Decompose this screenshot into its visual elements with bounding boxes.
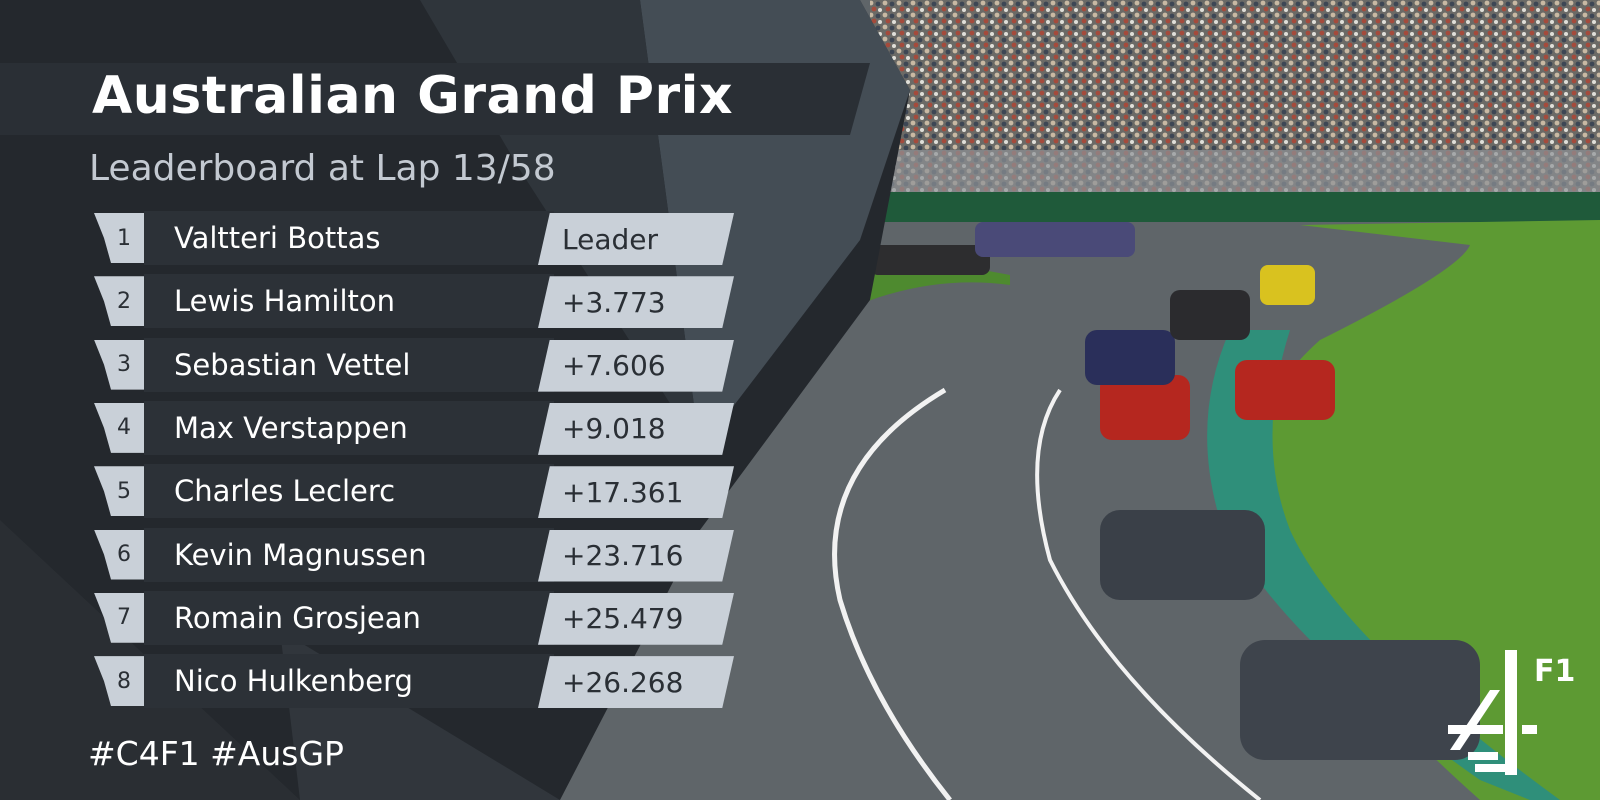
gap: +9.018 [538, 402, 734, 455]
gap: +3.773 [538, 276, 734, 329]
fence [870, 150, 1600, 195]
track-line [832, 387, 952, 800]
gap: +17.361 [538, 466, 734, 519]
leaderboard-row: 1 Valtteri Bottas Leader [94, 211, 734, 265]
driver-name: Nico Hulkenberg [144, 654, 554, 709]
position: 8 [94, 656, 144, 707]
leaderboard-row: 4 Max Verstappen +9.018 [94, 400, 734, 455]
position: 5 [94, 466, 144, 517]
gap: Leader [538, 213, 734, 265]
driver-name: Lewis Hamilton [144, 274, 554, 329]
hashtag: #C4F1 #AusGP [88, 734, 344, 773]
gap: +7.606 [538, 339, 734, 392]
cars [870, 222, 1480, 760]
gap: +26.268 [538, 656, 734, 709]
leaderboard-row: 8 Nico Hulkenberg +26.268 [94, 654, 734, 709]
driver-name: Max Verstappen [144, 400, 554, 455]
leaderboard-row: 5 Charles Leclerc +17.361 [94, 464, 734, 519]
position: 1 [94, 213, 144, 263]
barrier [860, 192, 1600, 222]
subtitle: Leaderboard at Lap 13/58 [89, 148, 556, 189]
logo-label: F1 [1534, 654, 1576, 689]
leaderboard-row: 6 Kevin Magnussen +23.716 [94, 527, 734, 582]
leaderboard-row: 3 Sebastian Vettel +7.606 [94, 337, 734, 392]
position: 3 [94, 339, 144, 390]
leaderboard-row: 7 Romain Grosjean +25.479 [94, 590, 734, 645]
gap: +23.716 [538, 529, 734, 582]
leaderboard-row: 2 Lewis Hamilton +3.773 [94, 274, 734, 329]
gap: +25.479 [538, 592, 734, 645]
driver-name: Valtteri Bottas [144, 211, 554, 265]
logo [1448, 650, 1537, 775]
track-line [1035, 388, 1262, 800]
driver-name: Romain Grosjean [144, 590, 554, 645]
position: 7 [94, 592, 144, 643]
driver-name: Kevin Magnussen [144, 527, 554, 582]
title: Australian Grand Prix [92, 66, 734, 126]
driver-name: Sebastian Vettel [144, 337, 554, 392]
title-bar [0, 63, 870, 135]
position: 6 [94, 529, 144, 580]
position: 4 [94, 402, 144, 453]
driver-name: Charles Leclerc [144, 464, 554, 519]
position: 2 [94, 276, 144, 327]
